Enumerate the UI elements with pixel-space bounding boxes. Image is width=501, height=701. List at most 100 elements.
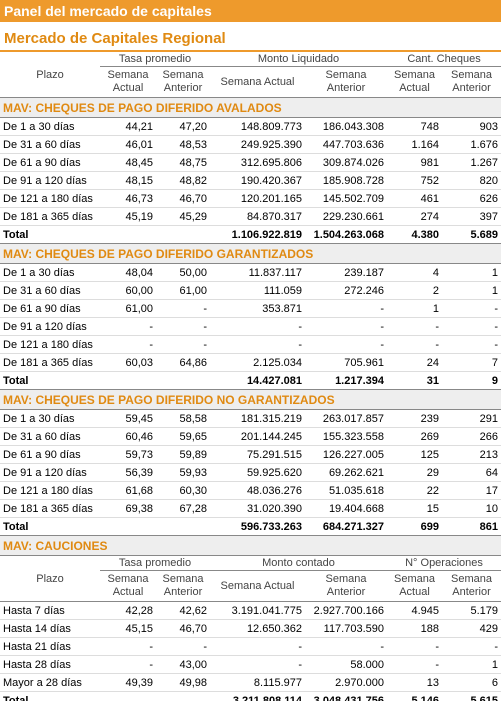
- cell: 148.809.773: [210, 117, 305, 136]
- total-cell: 3.048.431.756: [305, 691, 387, 701]
- cell: 2.970.000: [305, 673, 387, 692]
- cell: 429: [442, 619, 501, 638]
- section-row: MAV: CHEQUES DE PAGO DIFERIDO GARANTIZAD…: [0, 243, 501, 264]
- cell: 48,45: [100, 153, 156, 172]
- subheader-row: Semana Actual Semana Anterior Semana Actua…: [0, 66, 501, 98]
- cell: 59,89: [156, 445, 210, 464]
- row-label: De 91 a 120 días: [0, 463, 100, 482]
- cell: 67,28: [156, 499, 210, 518]
- cell: -: [100, 637, 156, 656]
- cell: 42,62: [156, 601, 210, 620]
- cell: -: [156, 317, 210, 336]
- cell: 46,70: [156, 189, 210, 208]
- cell: 263.017.857: [305, 409, 387, 428]
- blank: [156, 371, 210, 390]
- total-cell: 5.615: [442, 691, 501, 701]
- row-label: De 91 a 120 días: [0, 171, 100, 190]
- blank: [100, 691, 156, 701]
- row-label: De 61 a 90 días: [0, 153, 100, 172]
- cell: 19.404.668: [305, 499, 387, 518]
- cell: 61,00: [156, 281, 210, 300]
- cell: 24: [387, 353, 442, 372]
- row-label: De 121 a 180 días: [0, 335, 100, 354]
- column-header: Semana Actual: [210, 570, 305, 602]
- data-row: De 181 a 365 días 60,03 64,86 2.125.034 705.…: [0, 353, 501, 372]
- data-row: De 91 a 120 días - - - - - -: [0, 317, 501, 336]
- row-label: Hasta 21 días: [0, 637, 100, 656]
- cell: -: [100, 335, 156, 354]
- cell: 46,01: [100, 135, 156, 154]
- blank: [156, 517, 210, 536]
- cell: -: [156, 299, 210, 318]
- data-row: De 91 a 120 días 56,39 59,93 59.925.620 69.2…: [0, 463, 501, 482]
- data-row: De 31 a 60 días 60,46 59,65 201.144.245 155.…: [0, 427, 501, 446]
- data-row: De 181 a 365 días 69,38 67,28 31.020.390 19.…: [0, 499, 501, 518]
- cell: -: [210, 335, 305, 354]
- row-label: De 31 a 60 días: [0, 281, 100, 300]
- row-label: De 181 a 365 días: [0, 353, 100, 372]
- cell: -: [387, 335, 442, 354]
- column-header: Semana Actual: [387, 570, 442, 602]
- group-header: Tasa promedio: [100, 52, 210, 67]
- cell: 61,00: [100, 299, 156, 318]
- blank: [156, 691, 210, 701]
- cell: 120.201.165: [210, 189, 305, 208]
- data-row: Hasta 21 días - - - - - -: [0, 637, 501, 656]
- cell: 61,68: [100, 481, 156, 500]
- data-row: De 121 a 180 días 46,73 46,70 120.201.165 14…: [0, 189, 501, 208]
- cell: 312.695.806: [210, 153, 305, 172]
- cell: 47,20: [156, 117, 210, 136]
- cell: 1: [387, 299, 442, 318]
- cell: 4.945: [387, 601, 442, 620]
- section-row: MAV: CAUCIONES: [0, 535, 501, 556]
- row-label: De 31 a 60 días: [0, 427, 100, 446]
- total-cell: 1.106.922.819: [210, 225, 305, 244]
- cell: 272.246: [305, 281, 387, 300]
- cell: 239.187: [305, 263, 387, 282]
- row-label: De 181 a 365 días: [0, 499, 100, 518]
- section-title: MAV: CHEQUES DE PAGO DIFERIDO AVALADOS: [0, 97, 501, 118]
- total-row: Total 1.106.922.819 1.504.263.068 4.380 5.68…: [0, 225, 501, 244]
- section-title: MAV: CHEQUES DE PAGO DIFERIDO GARANTIZAD…: [0, 243, 501, 264]
- cell: 17: [442, 481, 501, 500]
- total-cell: 5.146: [387, 691, 442, 701]
- cell: 75.291.515: [210, 445, 305, 464]
- total-cell: 4.380: [387, 225, 442, 244]
- row-label: De 61 a 90 días: [0, 445, 100, 464]
- row-label: De 31 a 60 días: [0, 135, 100, 154]
- cell: -: [442, 637, 501, 656]
- row-label: De 1 a 30 días: [0, 117, 100, 136]
- subtitle: Mercado de Capitales Regional: [0, 25, 501, 52]
- cell: 1: [442, 655, 501, 674]
- cell: 64,86: [156, 353, 210, 372]
- cell: 48,04: [100, 263, 156, 282]
- cell: -: [387, 317, 442, 336]
- column-header: Semana Anterior: [156, 66, 210, 98]
- row-label: De 121 a 180 días: [0, 481, 100, 500]
- cell: 461: [387, 189, 442, 208]
- cell: 111.059: [210, 281, 305, 300]
- cell: -: [387, 655, 442, 674]
- cell: 447.703.636: [305, 135, 387, 154]
- cell: 213: [442, 445, 501, 464]
- cell: -: [210, 655, 305, 674]
- total-cell: 684.271.327: [305, 517, 387, 536]
- cell: -: [305, 335, 387, 354]
- group-header: Tasa promedio: [100, 555, 210, 571]
- cell: 45,15: [100, 619, 156, 638]
- cell: 48,82: [156, 171, 210, 190]
- cell: 266: [442, 427, 501, 446]
- cell: 60,03: [100, 353, 156, 372]
- cell: 309.874.026: [305, 153, 387, 172]
- cell: 2: [387, 281, 442, 300]
- total-row: Total 14.427.081 1.217.394 31 9: [0, 371, 501, 390]
- cell: 1: [442, 263, 501, 282]
- total-row: Total 596.733.263 684.271.327 699 861: [0, 517, 501, 536]
- cell: 48.036.276: [210, 481, 305, 500]
- cell: 626: [442, 189, 501, 208]
- cell: 274: [387, 207, 442, 226]
- cell: -: [210, 637, 305, 656]
- data-row: De 1 a 30 días 59,45 58,58 181.315.219 263.0…: [0, 409, 501, 428]
- data-row: Hasta 7 días 42,28 42,62 3.191.041.775 2.927…: [0, 601, 501, 620]
- cell: 45,19: [100, 207, 156, 226]
